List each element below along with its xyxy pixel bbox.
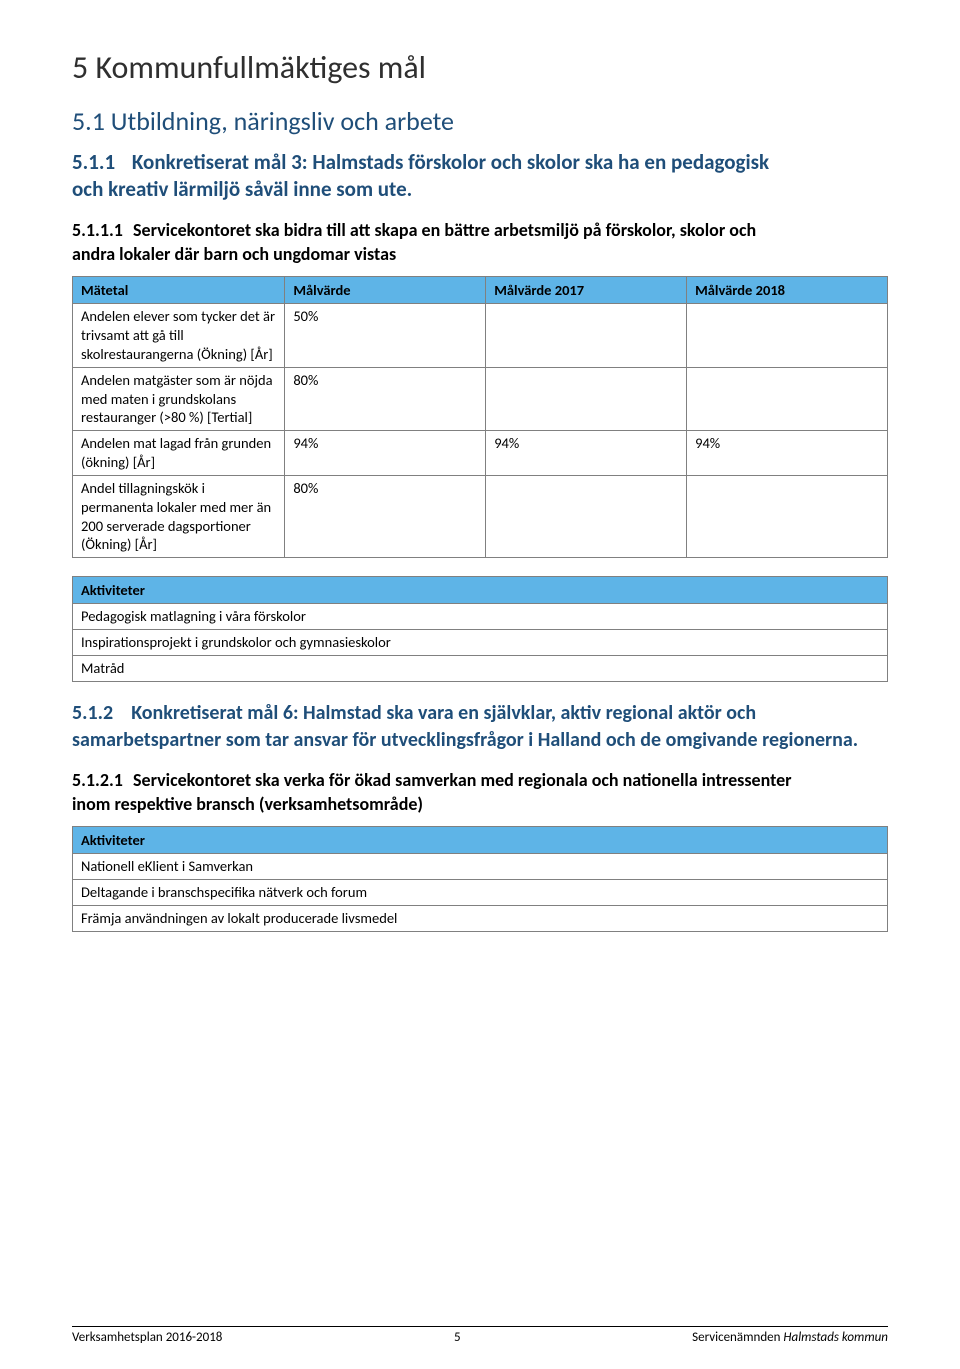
section-5-1-2-heading: 5.1.2 Konkretiserat mål 6: Halmstad ska … (72, 700, 888, 754)
footer-right: Servicenämnden Halmstads kommun (692, 1330, 888, 1345)
value-cell (687, 475, 888, 557)
metrics-table: Mätetal Målvärde Målvärde 2017 Målvärde … (72, 276, 888, 558)
table-header-row: Mätetal Målvärde Målvärde 2017 Målvärde … (73, 277, 888, 304)
activity-cell: Matråd (73, 656, 888, 682)
col-header-2017: Målvärde 2017 (486, 277, 687, 304)
activities-table-1: Aktiviteter Pedagogisk matlagning i våra… (72, 576, 888, 682)
metric-cell: Andelen mat lagad från grunden (ökning) … (73, 431, 285, 476)
activity-cell: Inspirationsprojekt i grundskolor och gy… (73, 630, 888, 656)
subsection-title-line2: andra lokaler där barn och ungdomar vist… (72, 242, 888, 266)
col-header-metric: Mätetal (73, 277, 285, 304)
subsection-number: 5.1.2.1 (72, 769, 123, 791)
table-row: Andelen mat lagad från grunden (ökning) … (73, 431, 888, 476)
value-cell (486, 304, 687, 368)
footer-page-number: 5 (454, 1330, 461, 1345)
metric-cell: Andelen elever som tycker det är trivsam… (73, 304, 285, 368)
table-row: Deltagande i branschspecifika nätverk oc… (73, 880, 888, 906)
page: 5 Kommunfullmäktiges mål 5.1 Utbildning,… (0, 0, 960, 1369)
table-row: Nationell eKlient i Samverkan (73, 854, 888, 880)
activity-cell: Deltagande i branschspecifika nätverk oc… (73, 880, 888, 906)
table-header-row: Aktiviteter (73, 827, 888, 854)
section-title: Konkretiserat mål 6: Halmstad ska vara e… (72, 701, 858, 752)
metric-cell: Andelen matgäster som är nöjda med maten… (73, 367, 285, 431)
subsection-title-line2: inom respektive bransch (verksamhetsområ… (72, 792, 888, 816)
table-row: Matråd (73, 656, 888, 682)
value-cell: 80% (285, 367, 486, 431)
section-5-1-1-1-heading: 5.1.1.1 Servicekontoret ska bidra till a… (72, 218, 888, 267)
section-5-1-2-1-heading: 5.1.2.1 Servicekontoret ska verka för ök… (72, 768, 888, 817)
value-cell (486, 475, 687, 557)
section-5-1-heading: 5.1 Utbildning, näringsliv och arbete (72, 105, 888, 137)
metric-cell: Andel tillagningskök i permanenta lokale… (73, 475, 285, 557)
value-cell: 94% (687, 431, 888, 476)
subsection-title-line1: Servicekontoret ska verka för ökad samve… (133, 769, 792, 791)
section-number: 5.1.1 (72, 149, 115, 175)
section-number: 5.1.2 (72, 701, 113, 725)
value-cell: 94% (285, 431, 486, 476)
subsection-number: 5.1.1.1 (72, 219, 123, 241)
section-title-line2: och kreativ lärmiljö såväl inne som ute. (72, 176, 888, 203)
activity-cell: Nationell eKlient i Samverkan (73, 854, 888, 880)
col-header-target: Målvärde (285, 277, 486, 304)
section-5-1-1-heading: 5.1.1 Konkretiserat mål 3: Halmstads för… (72, 149, 888, 204)
table-row: Främja användningen av lokalt producerad… (73, 906, 888, 932)
page-footer: Verksamhetsplan 2016-2018 5 Servicenämnd… (72, 1326, 888, 1345)
table-header-row: Aktiviteter (73, 577, 888, 604)
value-cell (687, 304, 888, 368)
table-row: Andel tillagningskök i permanenta lokale… (73, 475, 888, 557)
activity-cell: Pedagogisk matlagning i våra förskolor (73, 604, 888, 630)
table-row: Andelen elever som tycker det är trivsam… (73, 304, 888, 368)
table-row: Pedagogisk matlagning i våra förskolor (73, 604, 888, 630)
footer-right-plain: Servicenämnden (692, 1330, 783, 1345)
value-cell: 80% (285, 475, 486, 557)
activities-header: Aktiviteter (73, 827, 888, 854)
value-cell (687, 367, 888, 431)
footer-left: Verksamhetsplan 2016-2018 (72, 1330, 222, 1345)
footer-right-italic: Halmstads kommun (783, 1330, 888, 1345)
table-row: Inspirationsprojekt i grundskolor och gy… (73, 630, 888, 656)
col-header-2018: Målvärde 2018 (687, 277, 888, 304)
subsection-title-line1: Servicekontoret ska bidra till att skapa… (133, 219, 756, 241)
value-cell: 50% (285, 304, 486, 368)
activities-table-2: Aktiviteter Nationell eKlient i Samverka… (72, 826, 888, 932)
activities-header: Aktiviteter (73, 577, 888, 604)
value-cell (486, 367, 687, 431)
value-cell: 94% (486, 431, 687, 476)
page-title-h1: 5 Kommunfullmäktiges mål (72, 48, 888, 87)
table-row: Andelen matgäster som är nöjda med maten… (73, 367, 888, 431)
activity-cell: Främja användningen av lokalt producerad… (73, 906, 888, 932)
section-title-line1: Konkretiserat mål 3: Halmstads förskolor… (132, 149, 769, 175)
